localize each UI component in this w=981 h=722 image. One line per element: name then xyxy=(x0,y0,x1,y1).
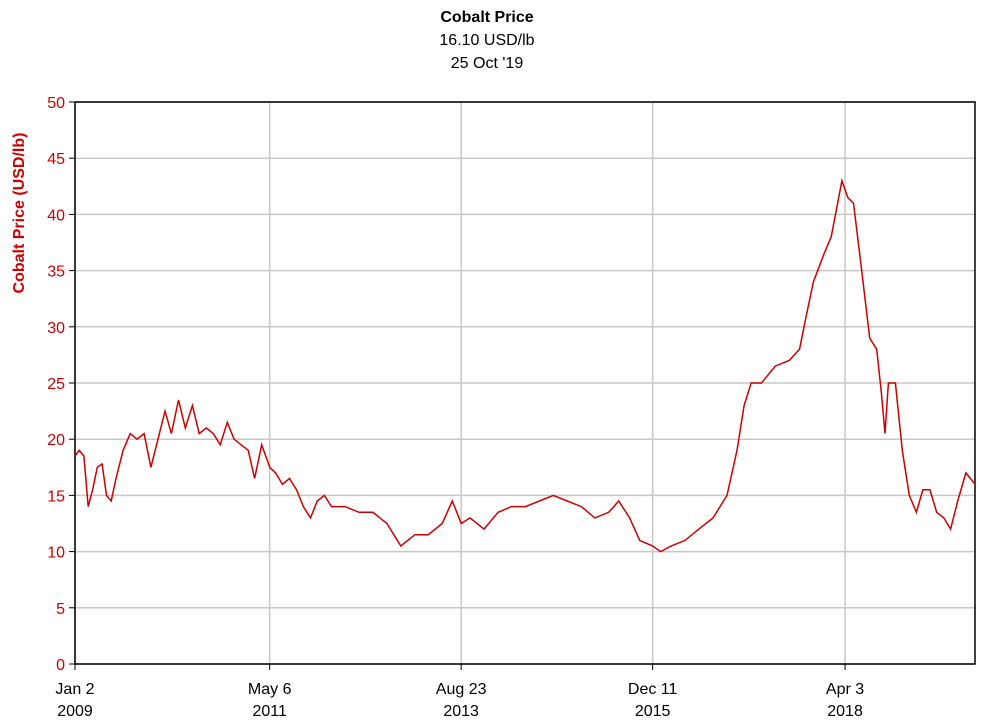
y-tick-label: 35 xyxy=(47,264,65,281)
y-tick-label: 30 xyxy=(47,320,65,337)
x-tick-label: Jan 2 2009 xyxy=(55,681,94,720)
y-tick-label: 5 xyxy=(56,601,65,618)
date-label: 25 Oct '19 xyxy=(451,55,524,72)
y-tick-label: 45 xyxy=(47,151,65,168)
y-tick-label: 0 xyxy=(56,657,65,674)
y-tick-label: 40 xyxy=(47,207,65,224)
y-tick-label: 15 xyxy=(47,488,65,505)
x-tick-label: May 6 2011 xyxy=(248,681,292,720)
x-tick-label: Apr 3 2018 xyxy=(826,681,864,720)
chart-subtitle: 16.10 USD/lb xyxy=(439,32,534,49)
plot-frame xyxy=(74,101,976,665)
chart-title: Cobalt Price xyxy=(440,9,533,26)
data-line xyxy=(74,177,976,553)
y-tick-label: 10 xyxy=(47,545,65,562)
y-axis-label: Cobalt Price (USD/lb) xyxy=(11,133,28,294)
x-tick-label: Dec 11 2015 xyxy=(628,681,678,720)
y-tick-label: 50 xyxy=(47,95,65,112)
x-tick-label: Aug 23 2013 xyxy=(436,681,487,720)
y-tick-label: 20 xyxy=(47,432,65,449)
y-tick-label: 25 xyxy=(47,376,65,393)
